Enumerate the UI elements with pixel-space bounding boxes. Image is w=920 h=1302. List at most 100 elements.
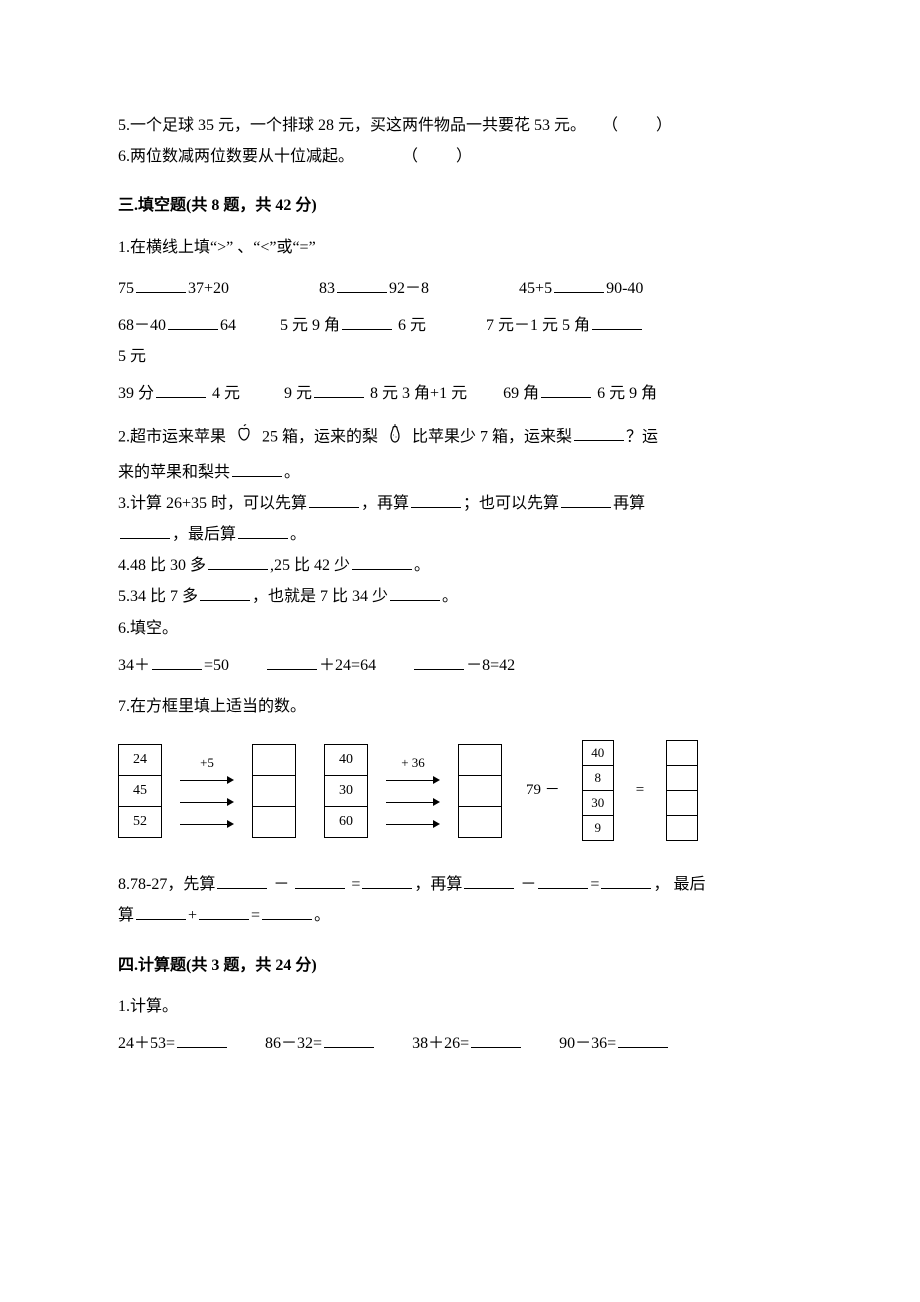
blank[interactable]	[238, 522, 288, 539]
blank[interactable]	[414, 653, 464, 670]
blank[interactable]	[136, 903, 186, 920]
blank-cell[interactable]	[667, 790, 697, 815]
blank-cell[interactable]	[253, 806, 295, 837]
blank-cell[interactable]	[459, 745, 501, 775]
q3-line1: 3.计算 26+35 时，可以先算，再算；也可以先算再算	[118, 490, 802, 517]
group1-inputs: 24 45 52	[118, 744, 162, 838]
s4-item-d: 90－36=	[559, 1030, 670, 1057]
statement-6: 6.两位数减两位数要从十位减起。 （ ）	[118, 143, 802, 170]
text: －8=42	[466, 657, 515, 674]
blank[interactable]	[208, 553, 268, 570]
cell: 40	[583, 741, 613, 765]
text: ；也可以先算	[463, 495, 559, 512]
group2-arrows: + 36	[386, 752, 440, 830]
text: 6 元	[398, 317, 426, 334]
blank[interactable]	[561, 491, 611, 508]
blank-cell[interactable]	[667, 815, 697, 840]
blank[interactable]	[390, 584, 440, 601]
paren-box[interactable]: （ ）	[402, 148, 474, 165]
text: 6 元 9 角	[597, 385, 657, 402]
text: 5 元	[118, 348, 146, 365]
text: ,25 比 42 少	[270, 557, 350, 574]
arrow-icon	[180, 818, 234, 830]
arrow-icon	[386, 774, 440, 786]
blank-cell[interactable]	[459, 775, 501, 806]
paren-box[interactable]: （ ）	[602, 117, 674, 134]
q6-b: ＋24=64	[265, 652, 376, 679]
s4-items: 24＋53= 86－32= 38＋26= 90－36=	[118, 1030, 802, 1057]
text: 86－32=	[265, 1035, 322, 1052]
blank[interactable]	[217, 872, 267, 889]
blank[interactable]	[267, 653, 317, 670]
cell: 30	[583, 790, 613, 815]
group3-op: 79 －	[526, 778, 560, 804]
section-4-heading: 四.计算题(共 3 题，共 24 分)	[118, 952, 802, 979]
blank-cell[interactable]	[667, 765, 697, 790]
text: ＋24=64	[319, 657, 376, 674]
text: ，最后算	[172, 526, 236, 543]
group3-eq: =	[636, 778, 644, 804]
text: 75	[118, 280, 134, 297]
blank[interactable]	[601, 872, 651, 889]
blank[interactable]	[362, 872, 412, 889]
text: －	[269, 876, 293, 893]
arrow-icon	[180, 774, 234, 786]
text: 8 元 3 角+1 元	[370, 385, 467, 402]
cell: 8	[583, 765, 613, 790]
text: 38＋26=	[412, 1035, 469, 1052]
s4-item-c: 38＋26=	[412, 1030, 523, 1057]
blank-cell[interactable]	[253, 745, 295, 775]
statement-5-text: 5.一个足球 35 元，一个排球 28 元，买这两件物品一共要花 53 元。	[118, 117, 586, 134]
blank[interactable]	[309, 491, 359, 508]
text: 。	[314, 907, 330, 924]
blank[interactable]	[314, 381, 364, 398]
blank[interactable]	[352, 553, 412, 570]
blank-cell[interactable]	[253, 775, 295, 806]
q8-line1: 8.78-27，先算 － =，再算 －=， 最后	[118, 871, 802, 898]
blank[interactable]	[156, 381, 206, 398]
blank[interactable]	[471, 1031, 521, 1048]
blank-cell[interactable]	[667, 741, 697, 765]
blank[interactable]	[411, 491, 461, 508]
blank[interactable]	[177, 1031, 227, 1048]
blank[interactable]	[136, 276, 186, 293]
blank[interactable]	[200, 584, 250, 601]
blank[interactable]	[232, 460, 282, 477]
q2-line2: 来的苹果和梨共。	[118, 459, 802, 486]
blank[interactable]	[324, 1031, 374, 1048]
blank[interactable]	[262, 903, 312, 920]
q1-row-2b: 5 元	[118, 343, 802, 370]
blank[interactable]	[554, 276, 604, 293]
q1-item-f: 7 元－1 元 5 角	[486, 312, 644, 339]
text: 39 分	[118, 385, 154, 402]
blank[interactable]	[342, 313, 392, 330]
text: 25 箱，运来的梨	[262, 428, 378, 445]
blank-cell[interactable]	[459, 806, 501, 837]
blank[interactable]	[541, 381, 591, 398]
text: =	[347, 876, 360, 893]
blank[interactable]	[120, 522, 170, 539]
text: 37+20	[188, 280, 229, 297]
blank[interactable]	[168, 313, 218, 330]
q1-item-d: 68－4064	[118, 312, 236, 339]
text: 45+5	[519, 280, 552, 297]
arrow-icon	[180, 796, 234, 808]
section-3-heading: 三.填空题(共 8 题，共 42 分)	[118, 192, 802, 219]
cell: 30	[325, 775, 367, 806]
q1-item-i: 69 角 6 元 9 角	[503, 380, 657, 407]
text: 4 元	[212, 385, 240, 402]
blank[interactable]	[538, 872, 588, 889]
blank[interactable]	[464, 872, 514, 889]
blank[interactable]	[199, 903, 249, 920]
blank[interactable]	[337, 276, 387, 293]
text: 5.34 比 7 多	[118, 588, 198, 605]
text: 再算	[613, 495, 645, 512]
blank[interactable]	[574, 424, 624, 441]
arrow-icon	[386, 818, 440, 830]
text: 34＋	[118, 657, 150, 674]
q1-item-g: 39 分 4 元	[118, 380, 240, 407]
blank[interactable]	[152, 653, 202, 670]
blank[interactable]	[592, 313, 642, 330]
blank[interactable]	[618, 1031, 668, 1048]
blank[interactable]	[295, 872, 345, 889]
